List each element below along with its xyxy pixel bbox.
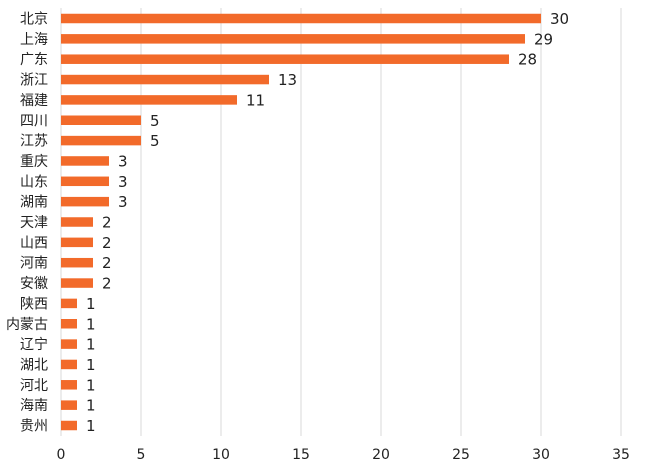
bar-2 [61, 34, 525, 44]
bar-5 [61, 95, 237, 105]
data-label-2: 29 [534, 30, 553, 48]
data-label-1: 30 [550, 10, 569, 28]
bar-6 [61, 115, 141, 125]
bar-16 [61, 319, 77, 329]
data-label-19: 1 [86, 376, 96, 394]
data-label-4: 13 [278, 71, 297, 89]
category-labels: 北京上海广东浙江福建四川江苏重庆山东湖南天津山西河南安徽陕西内蒙古辽宁湖北河北海… [6, 12, 48, 435]
bar-8 [61, 156, 109, 166]
category-label-10: 湖南 [20, 195, 48, 211]
x-tick-label-10: 10 [212, 447, 230, 463]
category-label-19: 河北 [20, 378, 48, 394]
category-label-12: 山西 [20, 235, 48, 251]
bar-18 [61, 359, 77, 370]
category-label-1: 北京 [20, 12, 48, 28]
category-label-7: 江苏 [20, 134, 48, 150]
data-label-5: 11 [246, 91, 265, 109]
bar-15 [61, 298, 77, 309]
data-label-10: 3 [118, 193, 128, 211]
bar-7 [61, 135, 141, 146]
data-label-9: 3 [118, 173, 128, 191]
x-tick-label-25: 25 [452, 447, 470, 463]
bar-11 [61, 217, 93, 227]
bar-21 [61, 420, 77, 431]
gridlines [60, 8, 622, 436]
data-label-14: 2 [102, 275, 112, 293]
data-label-20: 1 [86, 397, 96, 415]
bar-19 [61, 380, 77, 390]
category-label-2: 上海 [20, 32, 48, 48]
x-tick-label-35: 35 [612, 447, 630, 463]
data-label-15: 1 [86, 295, 96, 313]
data-label-17: 1 [86, 336, 96, 354]
data-label-7: 5 [150, 132, 160, 150]
data-label-8: 3 [118, 152, 128, 170]
category-label-6: 四川 [20, 113, 48, 129]
data-label-18: 1 [86, 356, 96, 374]
bar-1 [61, 13, 541, 24]
x-tick-label-5: 5 [137, 447, 146, 463]
data-label-21: 1 [86, 417, 96, 435]
x-tick-label-0: 0 [57, 447, 66, 463]
bar-12 [61, 237, 93, 248]
x-axis-ticks: 0 5 10 15 20 25 30 35 [57, 447, 630, 463]
category-label-20: 海南 [20, 398, 48, 414]
category-label-5: 福建 [20, 93, 48, 109]
data-label-3: 28 [518, 51, 537, 69]
data-label-16: 1 [86, 315, 96, 333]
bar-10 [61, 196, 109, 207]
category-label-16: 内蒙古 [6, 317, 48, 333]
bar-14 [61, 278, 93, 288]
data-label-13: 2 [102, 254, 112, 272]
category-label-11: 天津 [20, 215, 48, 231]
bar-3 [61, 54, 509, 64]
bar-4 [61, 74, 269, 85]
category-label-3: 广东 [20, 52, 48, 68]
category-label-13: 河南 [20, 256, 48, 272]
bar-9 [61, 176, 109, 187]
category-label-18: 湖北 [20, 357, 48, 373]
data-label-12: 2 [102, 234, 112, 252]
bar-20 [61, 400, 77, 410]
x-tick-label-15: 15 [292, 447, 310, 463]
category-label-4: 浙江 [20, 73, 48, 89]
x-tick-label-20: 20 [372, 447, 390, 463]
category-label-15: 陕西 [20, 296, 48, 312]
category-label-14: 安徽 [20, 276, 48, 292]
data-label-11: 2 [102, 214, 112, 232]
category-label-17: 辽宁 [20, 336, 48, 353]
bar-13 [61, 257, 93, 268]
category-label-21: 贵州 [20, 419, 48, 435]
category-label-8: 重庆 [20, 154, 48, 170]
data-label-6: 5 [150, 112, 160, 130]
category-label-9: 山东 [20, 174, 48, 190]
bar-17 [61, 339, 77, 349]
x-tick-label-30: 30 [532, 447, 550, 463]
bars [61, 13, 541, 431]
